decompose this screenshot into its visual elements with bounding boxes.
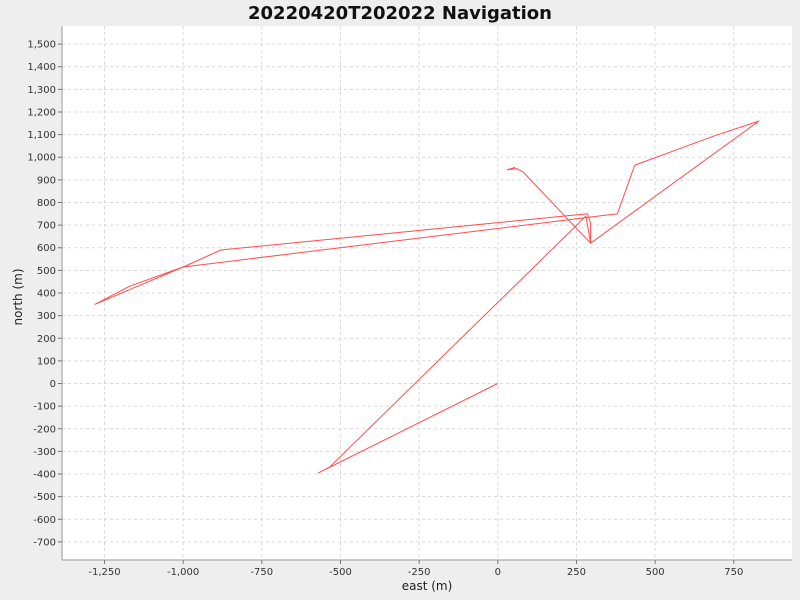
y-tick-label: 800 xyxy=(37,198,56,209)
x-axis-ticks: -1,250 -1,000 -750 -500 -250 0 250 500 750 xyxy=(88,560,743,578)
y-tick-label: -200 xyxy=(33,424,56,435)
y-tick-label: 700 xyxy=(37,221,56,232)
x-tick-label: 0 xyxy=(495,567,501,578)
y-tick-label: -100 xyxy=(33,402,56,413)
x-tick-label: -500 xyxy=(329,567,352,578)
x-tick-label: -1,000 xyxy=(167,567,199,578)
grid-lines xyxy=(62,26,792,560)
x-tick-label: 500 xyxy=(646,567,665,578)
x-tick-label: -1,250 xyxy=(88,567,120,578)
y-tick-label: -600 xyxy=(33,515,56,526)
y-tick-label: 600 xyxy=(37,243,56,254)
y-tick-label: 400 xyxy=(37,289,56,300)
x-tick-label: 750 xyxy=(724,567,743,578)
y-tick-label: -700 xyxy=(33,537,56,548)
chart-title: 20220420T202022 Navigation xyxy=(248,3,552,24)
y-tick-label: 100 xyxy=(37,356,56,367)
y-axis-ticks: -700 -600 -500 -400 -300 -200 -100 0 100 200 300 40… xyxy=(27,40,62,548)
x-tick-label: -250 xyxy=(408,567,431,578)
x-axis-label: east (m) xyxy=(402,579,453,593)
y-tick-label: 500 xyxy=(37,266,56,277)
y-tick-label: 1,000 xyxy=(27,153,56,164)
y-tick-label: 0 xyxy=(50,379,56,390)
y-axis-label: north (m) xyxy=(11,268,25,325)
y-tick-label: 1,200 xyxy=(27,107,56,118)
y-tick-label: 1,400 xyxy=(27,62,56,73)
x-tick-label: 250 xyxy=(567,567,586,578)
y-tick-label: 200 xyxy=(37,334,56,345)
x-tick-label: -750 xyxy=(250,567,273,578)
y-tick-label: 1,500 xyxy=(27,40,56,51)
y-tick-label: -500 xyxy=(33,492,56,503)
y-tick-label: -400 xyxy=(33,470,56,481)
y-tick-label: -300 xyxy=(33,447,56,458)
y-tick-label: 900 xyxy=(37,175,56,186)
y-tick-label: 1,100 xyxy=(27,130,56,141)
track-line-series-0 xyxy=(94,120,760,474)
y-tick-label: 300 xyxy=(37,311,56,322)
series-group xyxy=(94,120,760,474)
y-tick-label: 1,300 xyxy=(27,85,56,96)
